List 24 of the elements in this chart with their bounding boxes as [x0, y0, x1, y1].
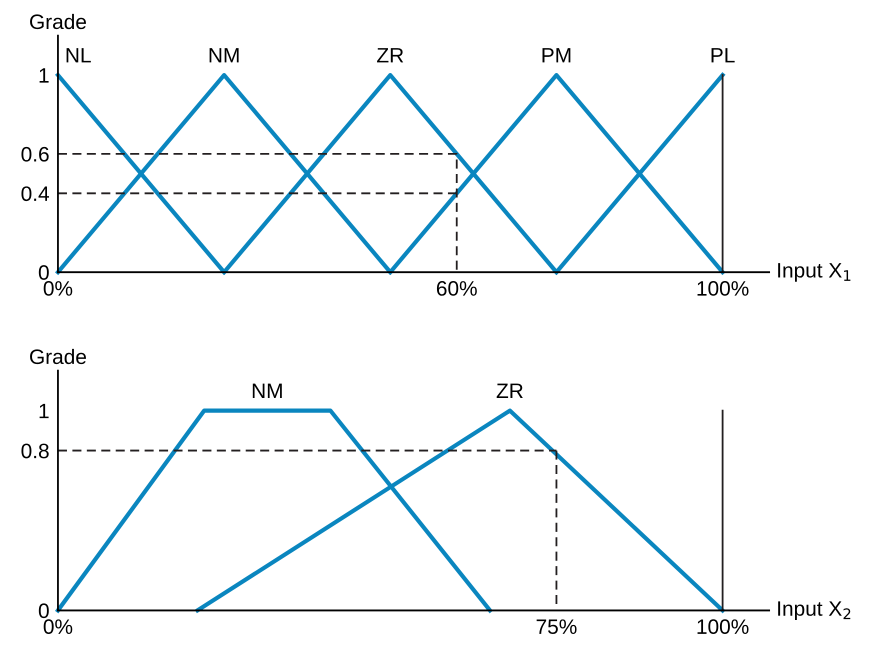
x-tick-label: 60% — [436, 281, 477, 296]
x-axis-title: Input X$_{2}$ — [778, 601, 850, 620]
y-axis-title: Grade — [30, 14, 86, 30]
x-tick-label: 0% — [44, 281, 72, 296]
series-label: PM — [542, 48, 570, 62]
series-label: PL — [712, 48, 735, 62]
y-tick-label: 1 — [40, 68, 49, 83]
y-tick-label: 1 — [40, 404, 49, 418]
x-tick-label: 0% — [44, 619, 72, 634]
series-label: NM — [252, 384, 282, 398]
x-tick-label: 75% — [536, 619, 577, 634]
y-tick-label: 0.6 — [21, 146, 49, 162]
x-tick-label: 100% — [698, 619, 749, 634]
series-label: NL — [66, 48, 91, 62]
y-tick-label: 0 — [38, 265, 49, 280]
x-axis-title: Input X$_{1}$ — [778, 263, 850, 282]
y-tick-label: 0.8 — [21, 444, 49, 458]
y-tick-label: 0 — [38, 603, 49, 618]
y-axis-title: Grade — [30, 348, 86, 364]
series-label: ZR — [377, 48, 404, 62]
y-tick-label: 0.4 — [21, 186, 50, 202]
series-label: ZR — [496, 384, 523, 398]
series-label: NM — [210, 48, 239, 62]
x-tick-label: 100% — [698, 281, 749, 296]
